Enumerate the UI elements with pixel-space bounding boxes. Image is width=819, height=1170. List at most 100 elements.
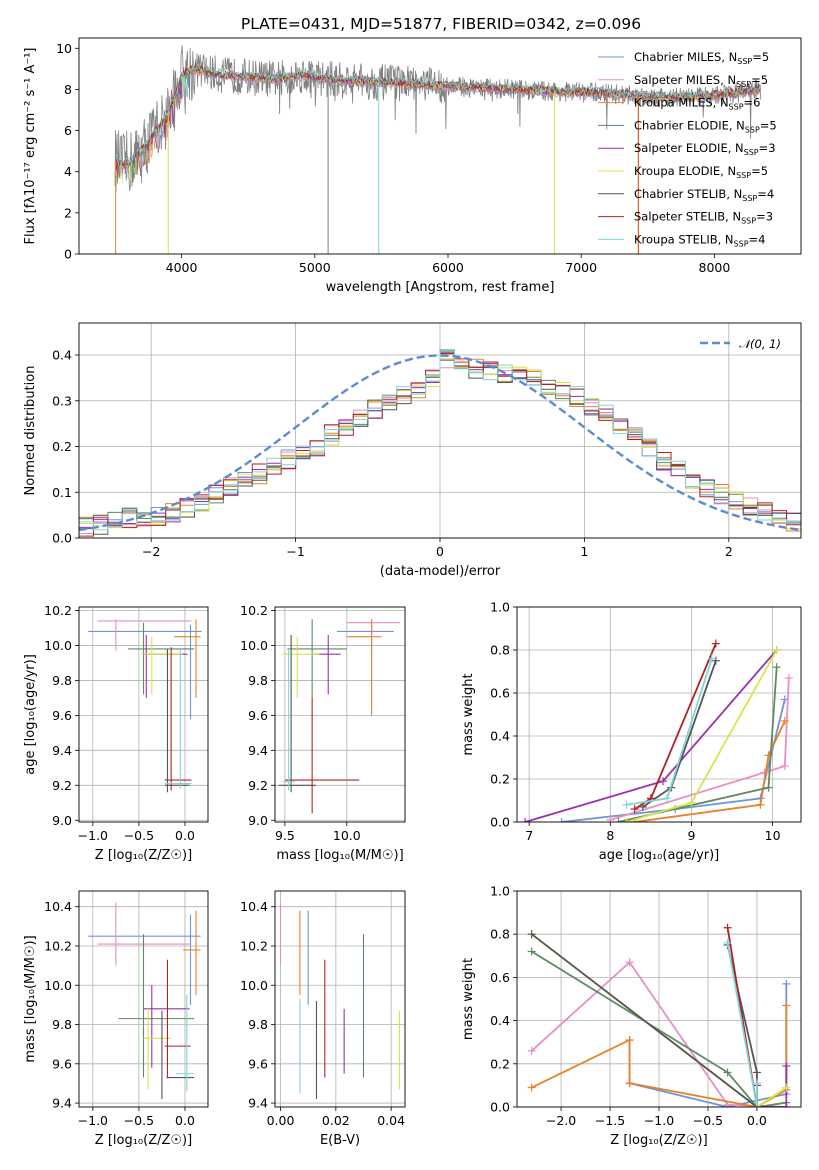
x-tick-label: 7 — [525, 828, 533, 843]
legend-text: Salpeter STELIB, N — [634, 210, 741, 224]
x-axis-label: Z [log₁₀(Z/Z☉)] — [610, 1133, 707, 1148]
spectrum-panel: 4000 5000 6000 7000 8000 0 2 4 6 8 10 wavelength [A… — [23, 37, 802, 295]
y-tick-label: 0.2 — [52, 439, 72, 454]
x-tick-label: 0.0 — [747, 1113, 767, 1128]
error-bars — [279, 902, 401, 1100]
y-tick-label: 10.4 — [44, 899, 72, 914]
axes-frame — [274, 606, 406, 823]
legend-tail: =3 — [759, 141, 776, 155]
legend-text: Salpeter ELODIE, N — [634, 141, 744, 155]
y-tick-label: 0.0 — [52, 531, 72, 546]
y-tick-label: 0.3 — [52, 393, 72, 408]
legend-subscript: SSP — [736, 80, 751, 89]
x-tick-label: 1 — [580, 544, 588, 559]
mass-vs-ebv-panel: 0.00 0.02 0.04 9.4 9.6 9.8 10.0 10.2 10.4 E(B-V) — [240, 890, 406, 1148]
weight-vs-z-panel: −2.0 −1.5 −1.0 −0.5 0.0 0.0 0.2 0.4 0.6 0.8 1.0 Z [… — [461, 884, 802, 1148]
y-axis-label: mass weight — [461, 673, 476, 755]
weight-line-3 — [531, 950, 787, 1107]
y-tick-label: 9.4 — [248, 743, 268, 758]
y-tick-label: 10.2 — [240, 603, 268, 618]
x-axis-label: E(B-V) — [320, 1133, 360, 1148]
legend-subscript: SSP — [741, 217, 756, 226]
model-line-7 — [115, 62, 762, 175]
y-axis-label: age [log₁₀(age/yr)] — [23, 654, 38, 775]
x-axis-label: Z [log₁₀(Z/Z☉)] — [95, 848, 192, 863]
y-axis-label: Flux [fλ10⁻¹⁷ erg cm⁻² s⁻¹ A⁻¹] — [23, 48, 38, 245]
axes-frame — [78, 37, 802, 255]
histogram-step-0 — [79, 352, 801, 538]
legend-entry: Salpeter ELODIE, NSSP=3 — [634, 141, 776, 157]
x-tick-label: 8 — [606, 828, 614, 843]
axes-frame — [78, 606, 209, 823]
x-tick-label: 10 — [765, 828, 781, 843]
x-axis-label: (data-model)/error — [380, 564, 501, 579]
x-tick-label: 9 — [687, 828, 695, 843]
legend-subscript: SSP — [736, 171, 751, 180]
histogram-step-4 — [79, 351, 801, 538]
x-tick-label: −1.0 — [644, 1113, 674, 1128]
legend-entry: Salpeter STELIB, NSSP=3 — [634, 210, 773, 226]
legend-subscript: SSP — [742, 194, 757, 203]
x-tick-label: −1.5 — [595, 1113, 625, 1128]
y-tick-label: 0.1 — [52, 485, 72, 500]
weight-line-4 — [756, 1066, 788, 1107]
model-line-8 — [115, 63, 762, 175]
x-tick-label: 7000 — [565, 260, 597, 275]
y-tick-label: 0.2 — [490, 1056, 510, 1071]
legend-entry: Chabrier ELODIE, NSSP=5 — [634, 118, 777, 134]
y-tick-label: 0.4 — [490, 729, 510, 744]
legend-text: Kroupa ELODIE, N — [634, 164, 736, 178]
x-tick-label: −1.0 — [78, 1113, 108, 1128]
x-tick-label: −0.5 — [124, 828, 154, 843]
histograms — [79, 349, 801, 538]
legend-text: Chabrier STELIB, N — [634, 187, 742, 201]
error-bars — [88, 619, 202, 793]
y-tick-label: 10.2 — [44, 938, 72, 953]
x-tick-label: 8000 — [699, 260, 731, 275]
x-tick-label: 9.5 — [275, 828, 295, 843]
y-tick-label: 9.2 — [52, 778, 72, 793]
y-tick-label: 0.4 — [52, 348, 72, 363]
x-axis-label: wavelength [Angstrom, rest frame] — [326, 280, 555, 295]
mass-vs-z-panel: −1.0 −0.5 0.0 9.4 9.6 9.8 10.0 10.2 10.4 Z [log₁₀… — [23, 890, 209, 1148]
legend-tail: =3 — [756, 210, 773, 224]
x-tick-label: −0.5 — [124, 1113, 154, 1128]
y-tick-label: 9.8 — [248, 1017, 268, 1032]
legend-tail: =5 — [760, 118, 777, 132]
x-tick-label: −2 — [142, 544, 160, 559]
legend-gaussian-label: 𝒩(0, 1) — [739, 337, 781, 351]
y-tick-label: 1.0 — [490, 600, 510, 615]
x-tick-label: 4000 — [166, 260, 198, 275]
y-tick-label: 9.6 — [248, 708, 268, 723]
x-tick-label: 5000 — [299, 260, 331, 275]
y-axis-label: mass weight — [461, 958, 476, 1040]
weight-line-8 — [726, 942, 758, 1107]
histogram-step-3 — [79, 349, 801, 538]
histogram-step-7 — [79, 352, 801, 538]
y-tick-label: 9.0 — [248, 813, 268, 828]
y-tick-label: 9.8 — [52, 1017, 72, 1032]
legend-entry: Salpeter MILES, NSSP=5 — [634, 73, 768, 89]
legend-entry: Kroupa STELIB, NSSP=4 — [634, 232, 765, 248]
y-tick-label: 9.4 — [52, 1096, 72, 1111]
legend-text: Chabrier ELODIE, N — [634, 118, 745, 132]
gaussian-curve — [79, 354, 801, 532]
legend-text: Kroupa STELIB, N — [634, 232, 734, 246]
y-tick-label: 0.6 — [490, 970, 510, 985]
axes-frame — [274, 890, 406, 1108]
x-axis-label: mass [log₁₀(M/M☉)] — [276, 848, 403, 863]
y-tick-label: 0.8 — [490, 927, 510, 942]
y-tick-label: 9.6 — [52, 1056, 72, 1071]
y-tick-label: 4 — [64, 164, 72, 179]
histogram-step-8 — [79, 350, 801, 538]
x-tick-label: 0 — [436, 544, 444, 559]
y-tick-label: 0.0 — [490, 815, 510, 830]
age-vs-z-panel: −1.0 −0.5 0.0 9.0 9.2 9.4 9.6 9.8 10.0 10.2 Z [log… — [23, 603, 209, 863]
y-tick-label: 10.2 — [44, 603, 72, 618]
legend-entry: Chabrier MILES, NSSP=5 — [634, 50, 769, 66]
legend-entry: Kroupa MILES, NSSP=6 — [634, 96, 760, 112]
y-tick-label: 9.8 — [52, 673, 72, 688]
weight-vs-age-panel: 7 8 9 10 0.0 0.2 0.4 0.6 0.8 1.0 age [log₁₀(age/yr… — [461, 600, 802, 863]
age-vs-mass-panel: 9.5 10.0 9.0 9.2 9.4 9.6 9.8 10.0 10.2 mass [log₁… — [240, 603, 406, 863]
